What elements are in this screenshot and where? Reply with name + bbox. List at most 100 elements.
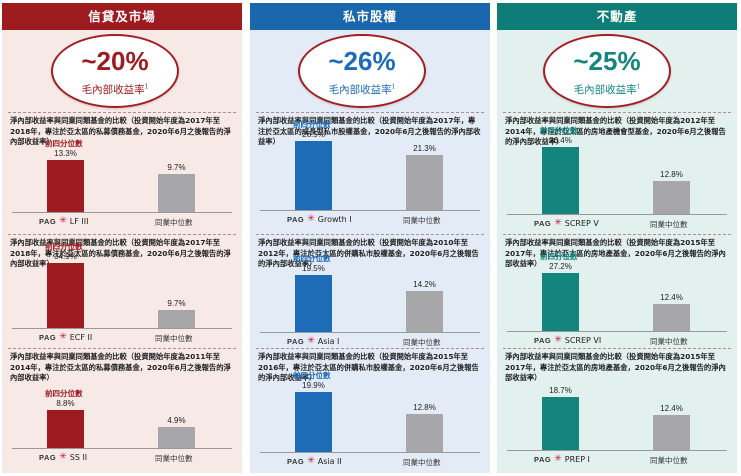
fund-value-label: 13.3% [54,149,77,159]
peer-median-name: 同業中位數 [403,458,441,467]
fund-name-label: PAG ✳ PREP I [534,454,590,464]
pag-logo-mark-icon: ✳ [59,216,67,226]
peer-value-label: 9.7% [167,299,186,309]
fund-bar [295,392,332,452]
fund-value-label: 19.5% [302,264,325,274]
fund-name: ECF II [69,332,93,342]
chart-baseline [12,448,232,449]
chart-baseline [507,331,727,332]
pag-logo: PAG [534,335,552,345]
peer-value-label: 12.8% [660,170,683,180]
peer-median-name: 同業中位數 [155,454,193,463]
peer-median-name: 同業中位數 [403,338,441,347]
top-quartile-label: 前四分位數 [45,389,83,399]
column-body: ~20% 毛內部收益率1 淨內部收益率與同業同類基金的比較（投資開始年度為2017年… [2,30,242,473]
top-quartile-label: 前四分位數 [45,242,83,252]
fund-name: LF III [69,216,89,226]
gross-irr-label-text: 毛內部收益率 [81,84,145,96]
column-credit: 信貸及市場 ~20% 毛內部收益率1 淨內部收益率與同業同類基金的比較（投資開始年度為… [2,3,242,473]
column-header: 不動產 [497,3,737,30]
pag-logo: PAG [39,332,57,342]
pag-logo: PAG [287,214,305,224]
fund-name-label: PAG ✳ Asia I [287,336,339,346]
pag-logo-mark-icon: ✳ [307,456,315,466]
fund-value-label: 27.2% [549,261,572,271]
peer-value-label: 14.2% [413,279,436,289]
fund-bar [295,275,332,332]
fund-bar [47,410,84,448]
fund-bar [542,396,579,450]
footnote-marker: 1 [636,83,641,91]
fund-name-label: PAG ✳ Growth I [287,214,352,224]
fund-name-label: PAG ✳ SS II [39,452,87,462]
pag-logo-mark-icon: ✳ [59,332,67,342]
chart-baseline [12,212,232,213]
peer-median-bar [158,426,195,448]
pag-logo-mark-icon: ✳ [307,214,315,224]
peer-median-bar [406,413,443,452]
fund-name: Asia I [317,336,340,346]
fund-name: SCREP V [564,218,599,228]
section-divider [8,234,236,235]
fund-value-label: 8.8% [56,399,75,409]
peer-median-bar [653,414,690,450]
top-quartile-label: 前四分位數 [540,125,578,135]
gross-irr-badge: ~26% 毛內部收益率1 [298,34,426,108]
section-divider [8,348,236,349]
fund-comparison: 淨內部收益率與同業同類基金的比較（投資開始年度為2017年，專注於亞太區的成長型… [250,112,490,236]
fund-bar [542,272,579,331]
pag-logo: PAG [287,336,305,346]
fund-comparison: 淨內部收益率與同業同類基金的比較（投資開始年度為2015年至2017年，專注於亞… [497,348,737,473]
peer-median-name: 同業中位數 [155,218,193,227]
fund-bar [295,141,332,210]
pag-logo: PAG [534,218,552,228]
top-quartile-label: 前四分位數 [293,371,331,381]
comparison-description: 淨內部收益率與同業同類基金的比較（投資開始年度為2015年至2017年，專注於亞… [505,238,726,268]
fund-comparison: 淨內部收益率與同業同類基金的比較（投資開始年度為2015年至2017年，專注於亞… [497,234,737,350]
chart-baseline [260,210,480,211]
pag-logo-mark-icon: ✳ [554,335,562,345]
chart-baseline [507,214,727,215]
column-header: 私市股權 [250,3,490,30]
fund-comparison: 淨內部收益率與同業同類基金的比較（投資開始年度為2017年至2018年，專注於亞… [2,234,242,350]
top-quartile-label: 前四分位數 [45,139,83,149]
peer-median-bar [158,174,195,212]
comparison-description: 淨內部收益率與同業同類基金的比較（投資開始年度為2017年，專注於亞太區的成長型… [258,116,481,146]
fund-name-label: PAG ✳ SCREP VI [534,335,601,345]
section-divider [256,234,484,235]
section-divider [503,348,731,349]
fund-name-label: PAG ✳ LF III [39,216,88,226]
pag-logo-mark-icon: ✳ [307,336,315,346]
column-pe: 私市股權 ~26% 毛內部收益率1 淨內部收益率與同業同類基金的比較（投資開始年度為2… [250,3,490,473]
footnote-marker: 1 [391,83,396,91]
fund-name: PREP I [564,454,590,464]
gross-irr-label-text: 毛內部收益率 [328,84,392,96]
fund-comparison: 淨內部收益率與同業同類基金的比較（投資開始年度為2010年至2012年，專注於亞… [250,234,490,350]
peer-median-name: 同業中位數 [650,337,688,346]
fund-name: SCREP VI [564,335,602,345]
fund-name-label: PAG ✳ Asia II [287,456,342,466]
pag-logo: PAG [39,216,57,226]
gross-irr-value: ~20% [81,46,149,76]
top-quartile-label: 前四分位數 [293,120,331,130]
fund-comparison: 淨內部收益率與同業同類基金的比較（投資開始年度為2015年至2016年，專注於亞… [250,348,490,473]
chart-baseline [12,328,232,329]
comparison-description: 淨內部收益率與同業同類基金的比較（投資開始年度為2017年至2018年，專注於亞… [10,116,231,146]
fund-value-label: 18.7% [549,385,572,395]
chart-baseline [260,332,480,333]
peer-median-bar [158,310,195,328]
peer-value-label: 21.3% [413,143,436,153]
pag-logo: PAG [287,456,305,466]
fund-bar [47,263,84,328]
peer-median-bar [406,154,443,210]
pag-logo-mark-icon: ✳ [59,452,67,462]
peer-value-label: 12.4% [660,403,683,413]
pag-logo-mark-icon: ✳ [554,218,562,228]
section-divider [8,112,236,113]
gross-irr-value: ~26% [328,46,396,76]
top-quartile-label: 前四分位數 [540,251,578,261]
gross-irr-label-text: 毛內部收益率 [573,84,637,96]
column-header: 信貸及市場 [2,3,242,30]
fund-comparison: 淨內部收益率與同業同類基金的比較（投資開始年度為2012年至2014年，專注於亞… [497,112,737,236]
section-divider [256,348,484,349]
